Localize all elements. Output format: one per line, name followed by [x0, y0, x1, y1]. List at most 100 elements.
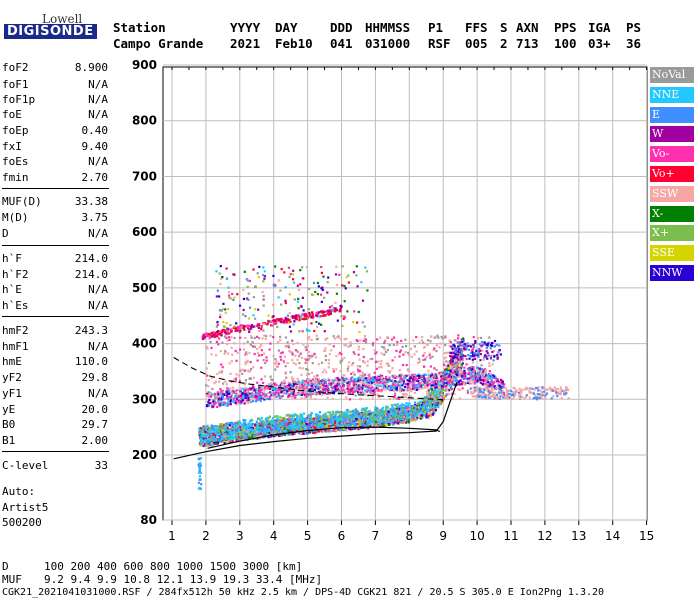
trace-point	[438, 394, 441, 397]
multipath-point	[327, 387, 330, 391]
multipath-point	[272, 392, 276, 395]
trace-point	[396, 410, 400, 413]
trace-point	[368, 416, 371, 419]
trace-point	[389, 410, 392, 414]
trace-point	[248, 430, 251, 433]
trace-point	[279, 420, 282, 423]
trace-point	[429, 411, 432, 415]
trace-point	[398, 420, 401, 423]
trace-point	[447, 367, 450, 370]
trace-point	[266, 418, 269, 421]
trace-point	[385, 423, 388, 426]
trace-point	[275, 418, 279, 422]
param-separator	[2, 451, 109, 452]
multipath-point	[467, 377, 471, 380]
trace-point	[355, 423, 359, 426]
trace-point	[425, 390, 429, 393]
trace-point	[213, 440, 216, 443]
param-value: 33	[94, 459, 108, 472]
header-row1-cell: AXN	[516, 20, 539, 35]
multipath-point	[212, 399, 215, 402]
header-row2-cell: RSF	[428, 36, 451, 51]
trace-point	[213, 425, 216, 428]
multipath-point	[415, 379, 419, 382]
trace-point	[287, 413, 290, 416]
trace-point	[408, 408, 411, 411]
multipath-point	[407, 386, 410, 389]
trace-point	[379, 425, 382, 428]
trace-point	[204, 435, 207, 439]
trace-point	[324, 413, 327, 416]
trace-point	[335, 422, 338, 425]
multipath-point	[353, 390, 356, 393]
trace-point	[359, 413, 362, 416]
trace-point	[405, 421, 408, 424]
param-value: 0.40	[81, 124, 109, 137]
trace-point	[425, 402, 428, 405]
trace-point	[416, 413, 419, 416]
trace-point	[434, 406, 437, 409]
trace-point	[316, 427, 319, 430]
trace-point	[224, 428, 227, 431]
trace-point	[387, 422, 390, 425]
param-value: 243.3	[74, 324, 108, 337]
trace-point	[461, 362, 464, 365]
trace-point	[357, 428, 360, 431]
trace-point	[367, 427, 370, 430]
trace-point	[340, 417, 343, 420]
trace-point	[419, 414, 422, 417]
trace-point	[308, 419, 312, 423]
multipath-point	[464, 374, 467, 377]
trace-point	[390, 410, 394, 414]
trace-point	[349, 413, 352, 416]
trace-point	[229, 439, 233, 442]
multipath-point	[463, 374, 466, 377]
multipath-point	[462, 376, 465, 380]
trace-point	[225, 430, 228, 433]
trace-point	[202, 427, 205, 430]
trace-point	[201, 440, 204, 443]
multipath-point	[350, 380, 354, 383]
trace-point	[376, 416, 379, 419]
param-row: yF2 29.8	[2, 371, 108, 385]
trace-point	[408, 412, 411, 415]
trace-point	[228, 424, 231, 427]
trace-point	[457, 364, 460, 368]
trace-point	[302, 422, 306, 425]
trace-point	[202, 444, 205, 448]
trace-point	[201, 434, 204, 437]
multipath-point	[383, 380, 386, 384]
trace-point	[418, 402, 421, 405]
multipath-point	[292, 382, 295, 385]
header-row1-cell: PS	[626, 20, 642, 35]
multipath-point	[324, 384, 327, 388]
trace-point	[392, 415, 395, 418]
trace-point	[407, 419, 410, 422]
multipath-point	[259, 394, 262, 397]
header-row2-cell: Campo Grande	[113, 36, 204, 51]
trace-point	[231, 431, 234, 434]
multipath-point	[328, 392, 332, 395]
trace-point	[291, 430, 294, 433]
header-row1-cell: Station	[113, 20, 166, 35]
trace-point	[332, 424, 335, 427]
trace-point	[212, 433, 215, 436]
multipath-point	[478, 378, 482, 381]
multipath-point	[308, 379, 311, 382]
trace-point	[283, 433, 286, 437]
tick-label-x: 8	[405, 529, 413, 543]
trace-point	[210, 424, 213, 427]
trace-point	[321, 414, 325, 417]
trace-point	[455, 371, 458, 374]
multipath-point	[216, 397, 219, 400]
multipath-point	[257, 396, 260, 399]
tick-label-y: 300	[132, 392, 157, 406]
trace-point	[390, 404, 393, 407]
trace-point	[399, 417, 402, 420]
multipath-point	[280, 382, 283, 385]
trace-point	[318, 415, 322, 418]
trace-point	[224, 423, 227, 426]
trace-point	[352, 410, 355, 413]
trace-point	[417, 408, 421, 411]
trace-point	[410, 417, 413, 420]
